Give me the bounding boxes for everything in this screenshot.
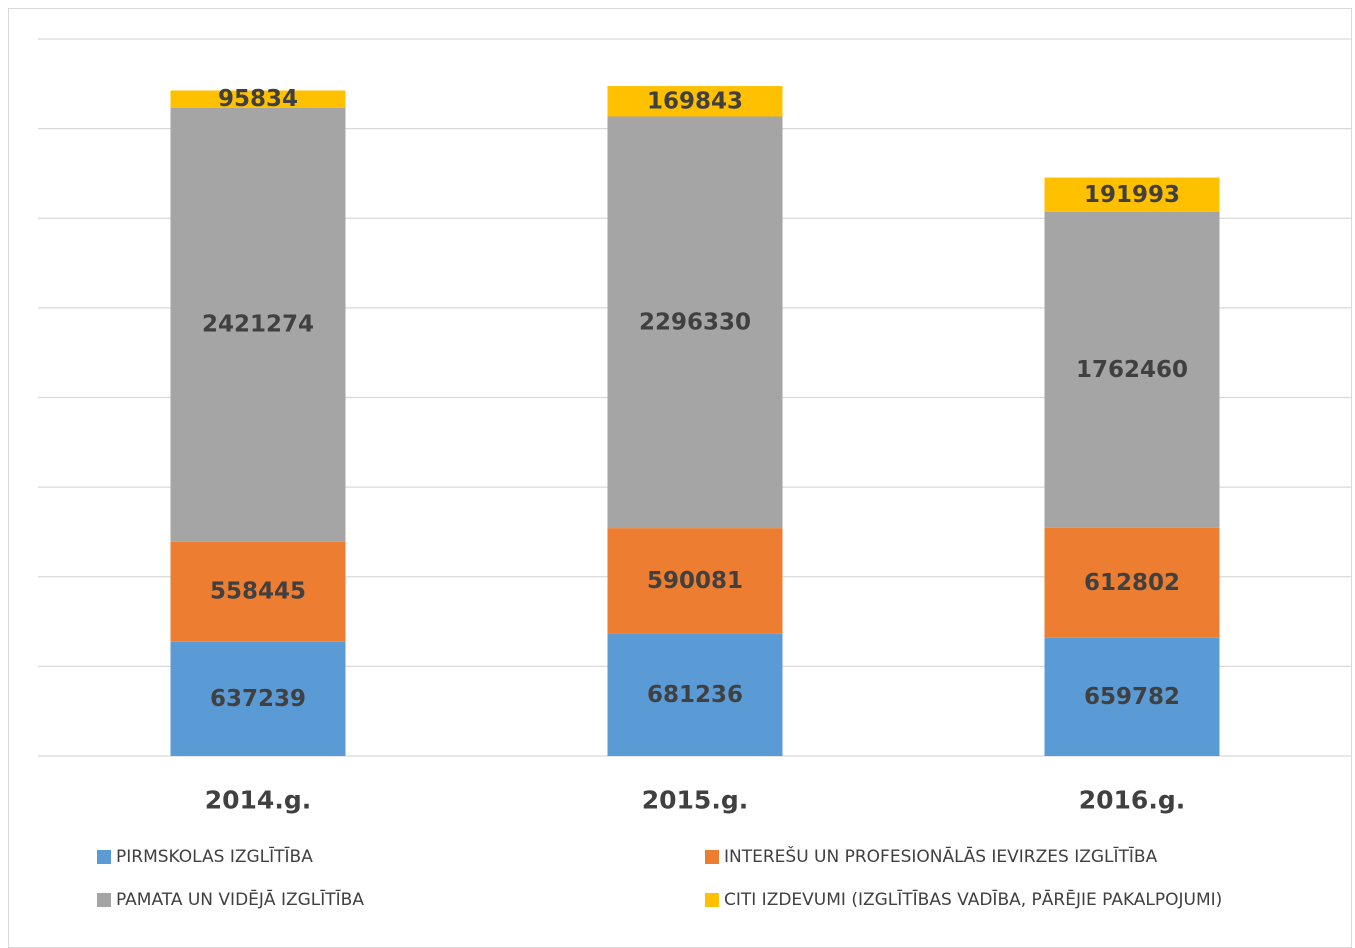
category-label: 2015.g. <box>642 786 748 815</box>
bar-segment <box>1044 177 1220 212</box>
data-label: 2421274 <box>202 312 314 338</box>
bars <box>170 86 1220 756</box>
legend-swatch <box>705 893 719 907</box>
data-label: 612802 <box>1084 570 1180 596</box>
data-label: 590081 <box>647 568 743 594</box>
legend: PIRMSKOLAS IZGLĪTĪBA INTEREŠU UN PROFESIO… <box>97 845 1222 910</box>
data-label: 169843 <box>647 88 743 114</box>
bar-segment <box>1044 211 1220 528</box>
bar-segment <box>1044 527 1220 638</box>
data-label: 1762460 <box>1076 357 1188 383</box>
bar-segment <box>170 107 346 542</box>
data-label: 95834 <box>218 86 298 112</box>
data-label: 637239 <box>210 686 306 712</box>
bar-segment <box>170 641 346 756</box>
data-label: 558445 <box>210 579 306 605</box>
legend-swatch <box>705 850 719 864</box>
legend-swatch <box>97 893 111 907</box>
bar-segment <box>1044 637 1220 756</box>
data-label: 2296330 <box>639 309 751 335</box>
bar-segment <box>607 86 783 117</box>
bar-segment <box>607 528 783 634</box>
legend-label: CITI IZDEVUMI (IZGLĪTĪBAS VADĪBA, PĀRĒJI… <box>724 888 1222 910</box>
category-label: 2016.g. <box>1079 786 1185 815</box>
category-labels: 2014.g. 2015.g. 2016.g. <box>205 786 1185 815</box>
bar-segment <box>607 116 783 529</box>
bar-segment <box>607 633 783 756</box>
data-labels: 637239 558445 2421274 95834 681236 590081 2296… <box>202 86 1188 712</box>
category-label: 2014.g. <box>205 786 311 815</box>
legend-label: PIRMSKOLAS IZGLĪTĪBA <box>116 845 313 867</box>
legend-label: PAMATA UN VIDĒJĀ IZGLĪTĪBA <box>116 888 364 910</box>
data-label: 191993 <box>1084 182 1180 208</box>
data-label: 681236 <box>647 682 743 708</box>
legend-label: INTEREŠU UN PROFESIONĀLĀS IEVIRZES IZGLĪ… <box>724 845 1158 867</box>
data-label: 659782 <box>1084 684 1180 710</box>
legend-swatch <box>97 850 111 864</box>
bar-segment <box>170 541 346 642</box>
bar-segment <box>170 90 346 108</box>
